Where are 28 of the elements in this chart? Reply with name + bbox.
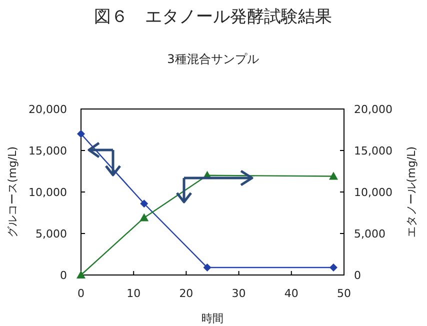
x-tick-label: 20 [179, 287, 194, 300]
y2-tick-label: 10,000 [354, 186, 392, 199]
y2-tick-label: 15,000 [354, 144, 392, 158]
point [203, 264, 212, 272]
y-tick-label: 5,000 [36, 228, 67, 240]
point [140, 213, 149, 222]
x-axis-title: 時間 [202, 312, 224, 325]
point [328, 172, 338, 180]
point [140, 200, 148, 208]
y-tick-label: 15,000 [28, 144, 67, 158]
point [76, 270, 86, 278]
y2-tick-label: 0 [354, 269, 361, 282]
point [77, 130, 85, 138]
x-tick-label: 10 [126, 287, 141, 300]
x-tick-label: 30 [232, 287, 246, 300]
y-axis-title: グルコース(mg/L) [6, 146, 19, 238]
x-tick-label: 40 [284, 287, 298, 300]
y2-tick-label: 20,000 [354, 103, 392, 116]
x-tick-label: 0 [78, 287, 84, 300]
y-tick-label: 10,000 [28, 186, 67, 199]
y2-tick-label: 5,000 [354, 228, 386, 240]
x-tick-label: 50 [337, 287, 351, 300]
chart-subtitle: 3種混合サンプル [167, 52, 259, 66]
y2-axis-title: エタノール(mg/L) [405, 146, 418, 238]
point [329, 264, 338, 272]
y-tick-label: 0 [60, 269, 67, 282]
y-tick-label: 20,000 [28, 103, 67, 116]
chart-title: 図６ エタノール発酵試験結果 [94, 7, 332, 27]
